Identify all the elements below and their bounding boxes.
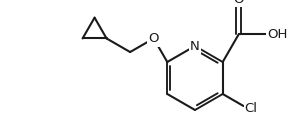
Text: N: N (190, 39, 200, 52)
Text: O: O (233, 0, 244, 6)
Text: OH: OH (267, 28, 287, 41)
Text: O: O (148, 32, 159, 45)
Text: Cl: Cl (244, 102, 257, 115)
